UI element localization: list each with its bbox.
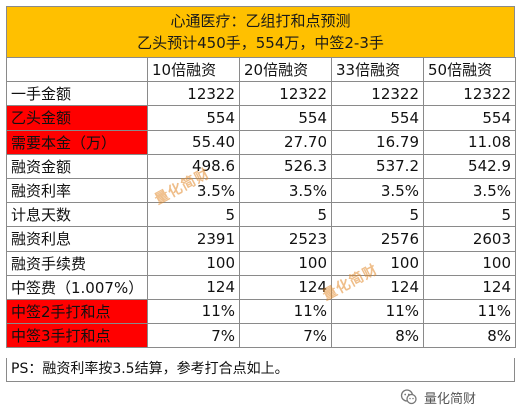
row-label: 融资金额 bbox=[6, 153, 148, 179]
row-label: 乙头金额 bbox=[6, 105, 148, 131]
value-cell: 2523 bbox=[239, 226, 332, 252]
table-row: 融资金额 498.6 526.3 537.2 542.9 bbox=[6, 153, 516, 179]
table-row: 计息天数 5 5 5 5 bbox=[6, 202, 516, 228]
value-cell: 7% bbox=[239, 323, 332, 349]
value-cell: 554 bbox=[331, 105, 424, 131]
column-header: 20倍融资 bbox=[239, 56, 332, 83]
value-cell: 27.70 bbox=[239, 129, 332, 155]
value-cell: 2576 bbox=[331, 226, 424, 252]
value-cell: 12322 bbox=[239, 81, 332, 107]
value-cell: 124 bbox=[239, 274, 332, 300]
value-cell: 5 bbox=[423, 202, 516, 228]
table-row: 中签3手打和点 7% 7% 8% 8% bbox=[6, 323, 516, 349]
value-cell: 537.2 bbox=[331, 153, 424, 179]
table-header-row: 10倍融资 20倍融资 33倍融资 50倍融资 bbox=[6, 56, 516, 83]
brand-name: 量化简财 bbox=[424, 391, 477, 407]
value-cell: 12322 bbox=[331, 81, 424, 107]
value-cell: 8% bbox=[331, 323, 424, 349]
value-cell: 16.79 bbox=[331, 129, 424, 155]
value-cell: 124 bbox=[423, 274, 516, 300]
table-title-banner: 心通医疗：乙组打和点预测 乙头预计450手，554万，中签2-3手 bbox=[6, 6, 515, 58]
table-row: 融资利息 2391 2523 2576 2603 bbox=[6, 226, 516, 252]
value-cell: 554 bbox=[239, 105, 332, 131]
value-cell: 2603 bbox=[423, 226, 516, 252]
table-row: 中签2手打和点 11% 11% 11% 11% bbox=[6, 298, 516, 325]
value-cell: 3.5% bbox=[239, 177, 332, 204]
value-cell: 3.5% bbox=[331, 177, 424, 204]
header-corner-cell bbox=[6, 56, 148, 83]
row-label: 计息天数 bbox=[6, 202, 148, 228]
table-row: 中签费（1.007%） 124 124 124 124 bbox=[6, 274, 516, 300]
value-cell: 498.6 bbox=[147, 153, 240, 179]
value-cell: 11% bbox=[147, 298, 240, 325]
row-label: 融资利率 bbox=[6, 177, 148, 204]
value-cell: 100 bbox=[239, 250, 332, 276]
value-cell: 5 bbox=[239, 202, 332, 228]
table-row: 需要本金（万） 55.40 27.70 16.79 11.08 bbox=[6, 129, 516, 155]
footer-note: PS：融资利率按3.5结算，参考打合点如上。 bbox=[6, 358, 515, 382]
value-cell: 8% bbox=[423, 323, 516, 349]
value-cell: 100 bbox=[147, 250, 240, 276]
value-cell: 124 bbox=[147, 274, 240, 300]
value-cell: 542.9 bbox=[423, 153, 516, 179]
value-cell: 12322 bbox=[423, 81, 516, 107]
value-cell: 55.40 bbox=[147, 129, 240, 155]
table-row: 融资利率 3.5% 3.5% 3.5% 3.5% bbox=[6, 177, 516, 204]
row-label: 中签费（1.007%） bbox=[6, 274, 148, 300]
value-cell: 7% bbox=[147, 323, 240, 349]
value-cell: 3.5% bbox=[147, 177, 240, 204]
row-label: 中签2手打和点 bbox=[6, 298, 148, 325]
value-cell: 526.3 bbox=[239, 153, 332, 179]
value-cell: 11.08 bbox=[423, 129, 516, 155]
row-label: 中签3手打和点 bbox=[6, 323, 148, 349]
value-cell: 5 bbox=[331, 202, 424, 228]
wechat-icon bbox=[400, 388, 418, 406]
table-row: 融资手续费 100 100 100 100 bbox=[6, 250, 516, 276]
value-cell: 100 bbox=[423, 250, 516, 276]
value-cell: 3.5% bbox=[423, 177, 516, 204]
table-body: 10倍融资 20倍融资 33倍融资 50倍融资 一手金额 12322 12322 12322 1… bbox=[6, 56, 516, 349]
table-row: 一手金额 12322 12322 12322 12322 bbox=[6, 81, 516, 107]
column-header: 50倍融资 bbox=[423, 56, 516, 83]
value-cell: 11% bbox=[239, 298, 332, 325]
row-label: 一手金额 bbox=[6, 81, 148, 107]
row-label: 融资利息 bbox=[6, 226, 148, 252]
value-cell: 12322 bbox=[147, 81, 240, 107]
value-cell: 554 bbox=[147, 105, 240, 131]
value-cell: 554 bbox=[423, 105, 516, 131]
table-row: 乙头金额 554 554 554 554 bbox=[6, 105, 516, 131]
value-cell: 11% bbox=[423, 298, 516, 325]
breakeven-table: 10倍融资 20倍融资 33倍融资 50倍融资 一手金额 12322 12322 12322 1… bbox=[6, 56, 516, 349]
brand-badge: 量化简财 bbox=[400, 384, 476, 410]
column-header: 33倍融资 bbox=[331, 56, 424, 83]
table-subtitle: 乙头预计450手，554万，中签2-3手 bbox=[137, 34, 384, 52]
value-cell: 124 bbox=[331, 274, 424, 300]
row-label: 需要本金（万） bbox=[6, 129, 148, 155]
value-cell: 2391 bbox=[147, 226, 240, 252]
value-cell: 11% bbox=[331, 298, 424, 325]
column-header: 10倍融资 bbox=[147, 56, 240, 83]
row-label: 融资手续费 bbox=[6, 250, 148, 276]
table-title: 心通医疗：乙组打和点预测 bbox=[170, 12, 351, 30]
